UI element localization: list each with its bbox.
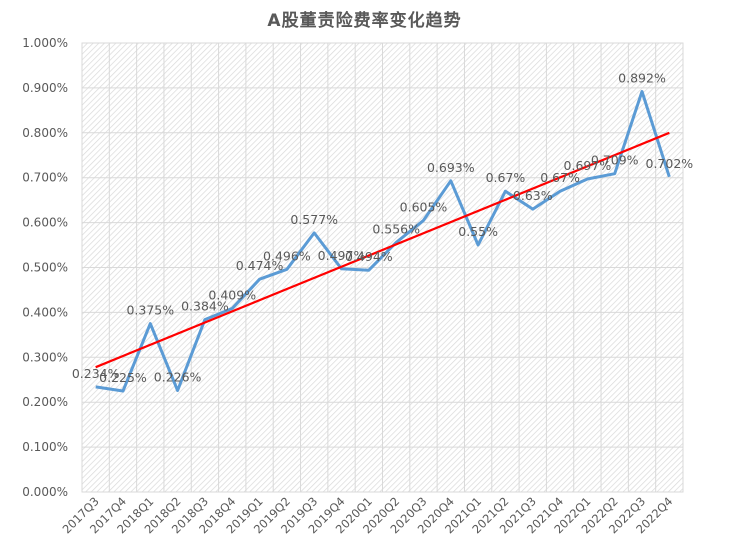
- rate-series-line: [95, 90, 671, 393]
- y-tick-label: 0.200%: [22, 395, 68, 409]
- data-label: 0.474%: [236, 258, 284, 273]
- y-tick-label: 0.900%: [22, 81, 68, 95]
- data-label: 0.55%: [458, 224, 498, 239]
- data-label: 0.67%: [486, 170, 526, 185]
- data-label: 0.605%: [400, 199, 448, 214]
- y-tick-label: 0.000%: [22, 485, 68, 499]
- data-label: 0.496%: [263, 248, 311, 263]
- y-tick-label: 0.400%: [22, 305, 68, 319]
- data-label: 0.67%: [540, 170, 580, 185]
- data-label: 0.693%: [427, 160, 475, 175]
- data-label: 0.225%: [99, 370, 147, 385]
- y-tick-label: 0.800%: [22, 126, 68, 140]
- y-tick-label: 0.300%: [22, 350, 68, 364]
- data-label: 0.497%: [318, 248, 366, 263]
- data-label: 0.375%: [126, 303, 174, 318]
- data-label: 0.702%: [646, 156, 694, 171]
- data-label: 0.697%: [564, 158, 612, 173]
- data-label: 0.556%: [372, 221, 420, 236]
- data-label: 0.494%: [345, 249, 393, 264]
- data-label: 0.409%: [208, 287, 256, 302]
- y-tick-label: 0.700%: [22, 171, 68, 185]
- y-tick-label: 1.000%: [22, 36, 68, 50]
- data-label: 0.226%: [154, 370, 202, 385]
- data-label: 0.709%: [591, 153, 639, 168]
- y-tick-label: 0.500%: [22, 261, 68, 275]
- x-axis: 2017Q32017Q42018Q12018Q22018Q32018Q42019…: [60, 494, 676, 536]
- gridlines: [82, 43, 683, 492]
- data-label: 0.384%: [181, 299, 229, 314]
- chart-title: A股董责险费率变化趋势: [267, 11, 462, 31]
- y-tick-label: 0.600%: [22, 216, 68, 230]
- trend-line: [95, 131, 670, 369]
- data-labels: 0.234%0.225% 0.375% 0.226% 0.384%0.409% 0.47…: [72, 70, 693, 384]
- data-label: 0.577%: [290, 212, 338, 227]
- data-label: 0.892%: [618, 70, 666, 85]
- y-tick-label: 0.100%: [22, 440, 68, 454]
- data-label: 0.234%: [72, 366, 120, 381]
- data-label: 0.63%: [513, 188, 553, 203]
- y-axis: 0.000% 0.100% 0.200% 0.300% 0.400% 0.500% 0.60…: [22, 36, 68, 499]
